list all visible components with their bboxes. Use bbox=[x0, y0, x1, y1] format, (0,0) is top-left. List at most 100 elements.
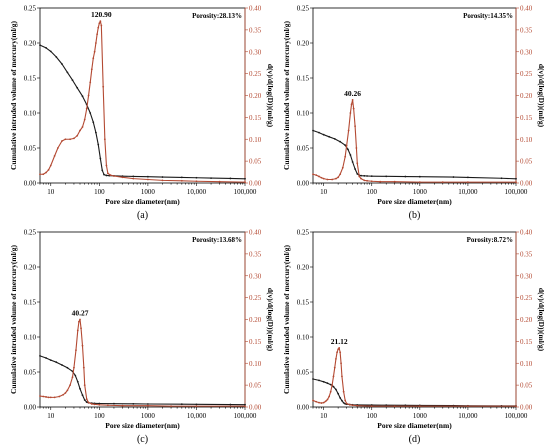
data-point bbox=[358, 175, 361, 178]
y-right-tick-label: 0.35 bbox=[249, 26, 262, 34]
y-left-tick-label: 0.25 bbox=[297, 229, 310, 237]
data-point bbox=[98, 22, 101, 25]
data-point bbox=[322, 177, 325, 180]
y-right-axis-label: d(v)/d(log(D))(ml/g) bbox=[537, 288, 546, 352]
data-point bbox=[71, 79, 74, 81]
data-point bbox=[339, 140, 342, 143]
x-tick-label: 100,000 bbox=[505, 412, 528, 420]
data-point bbox=[49, 164, 52, 167]
data-point bbox=[95, 131, 97, 134]
data-point bbox=[515, 405, 517, 408]
y-right-tick-label: 0.30 bbox=[249, 48, 262, 56]
data-point bbox=[69, 138, 71, 141]
data-point bbox=[318, 401, 320, 404]
data-point bbox=[336, 351, 338, 354]
data-point bbox=[322, 401, 325, 404]
y-left-tick-label: 0.00 bbox=[297, 180, 310, 188]
data-point bbox=[418, 175, 421, 178]
data-point bbox=[322, 380, 325, 383]
data-point bbox=[339, 351, 342, 354]
data-point bbox=[92, 121, 95, 123]
data-point bbox=[76, 329, 79, 332]
x-tick-label: 10,000 bbox=[187, 188, 207, 196]
data-point bbox=[338, 347, 341, 349]
data-point bbox=[83, 384, 86, 387]
data-point bbox=[98, 402, 101, 405]
data-point bbox=[337, 176, 340, 179]
y-right-tick-label: 0.20 bbox=[249, 316, 262, 324]
data-point bbox=[49, 396, 52, 399]
data-point bbox=[90, 403, 93, 405]
data-point bbox=[49, 50, 52, 53]
data-point bbox=[132, 402, 135, 405]
x-tick-label: 10,000 bbox=[187, 412, 207, 420]
data-point bbox=[355, 147, 358, 149]
data-point bbox=[370, 180, 373, 183]
data-point bbox=[320, 176, 323, 179]
y-right-tick-label: 0.10 bbox=[249, 360, 262, 368]
data-point bbox=[467, 181, 469, 184]
data-point bbox=[326, 178, 329, 181]
y-left-tick-label: 0.10 bbox=[24, 334, 37, 342]
y-right-tick-label: 0.20 bbox=[520, 316, 533, 324]
y-left-tick-label: 0.10 bbox=[24, 110, 37, 118]
y-left-tick-label: 0.05 bbox=[24, 145, 37, 153]
y-right-tick-label: 0.25 bbox=[520, 70, 533, 78]
data-point bbox=[218, 180, 221, 183]
data-point bbox=[195, 180, 198, 183]
data-point bbox=[337, 392, 340, 395]
y-left-tick-label: 0.15 bbox=[24, 299, 37, 307]
data-point bbox=[363, 179, 366, 182]
data-point bbox=[244, 177, 246, 180]
data-point bbox=[180, 179, 183, 182]
x-tick-label: 1000 bbox=[141, 188, 156, 196]
data-point bbox=[318, 131, 320, 134]
data-point bbox=[161, 179, 164, 182]
data-point bbox=[85, 401, 88, 403]
y-left-tick-label: 0.25 bbox=[24, 229, 37, 237]
x-tick-label: 100 bbox=[367, 188, 378, 196]
data-point bbox=[53, 396, 56, 399]
data-point bbox=[90, 68, 93, 71]
data-point bbox=[340, 362, 342, 365]
data-point bbox=[39, 395, 41, 397]
data-point bbox=[244, 405, 246, 408]
series-line-pore-distribution bbox=[40, 20, 246, 183]
data-point bbox=[66, 366, 69, 369]
data-point bbox=[53, 154, 56, 157]
x-axis-label: Pore size diameter(nm) bbox=[377, 197, 452, 206]
y-left-tick-label: 0.25 bbox=[297, 5, 310, 13]
data-point bbox=[89, 81, 92, 84]
data-point bbox=[82, 366, 85, 369]
y-left-tick-label: 0.15 bbox=[297, 299, 310, 307]
data-point bbox=[356, 404, 359, 407]
y-right-tick-label: 0.30 bbox=[520, 48, 533, 56]
data-point bbox=[74, 374, 77, 377]
y-right-tick-label: 0.30 bbox=[249, 272, 262, 280]
x-tick-label: 10,000 bbox=[458, 412, 478, 420]
data-point bbox=[61, 140, 63, 142]
x-tick-label: 100 bbox=[367, 412, 378, 420]
y-left-tick-label: 0.15 bbox=[297, 75, 310, 83]
data-point bbox=[351, 98, 354, 101]
data-point bbox=[93, 50, 96, 53]
data-point bbox=[318, 175, 320, 178]
data-point bbox=[146, 175, 149, 178]
peak-label: 21.12 bbox=[331, 337, 348, 346]
data-point bbox=[515, 177, 517, 180]
x-tick-label: 10,000 bbox=[458, 188, 478, 196]
plot-frame bbox=[39, 231, 246, 408]
data-point bbox=[349, 112, 352, 114]
y-right-tick-label: 0.40 bbox=[249, 229, 262, 237]
y-right-tick-label: 0.25 bbox=[520, 294, 533, 302]
x-tick-label: 1000 bbox=[413, 188, 428, 196]
data-point bbox=[229, 177, 232, 180]
data-point bbox=[195, 403, 198, 406]
data-point bbox=[121, 176, 124, 179]
y-right-tick-label: 0.05 bbox=[520, 158, 533, 166]
y-right-tick-label: 0.40 bbox=[520, 5, 533, 13]
data-point bbox=[379, 180, 382, 183]
data-point bbox=[370, 405, 373, 408]
data-point bbox=[354, 125, 356, 128]
y-right-tick-label: 0.30 bbox=[520, 272, 533, 280]
